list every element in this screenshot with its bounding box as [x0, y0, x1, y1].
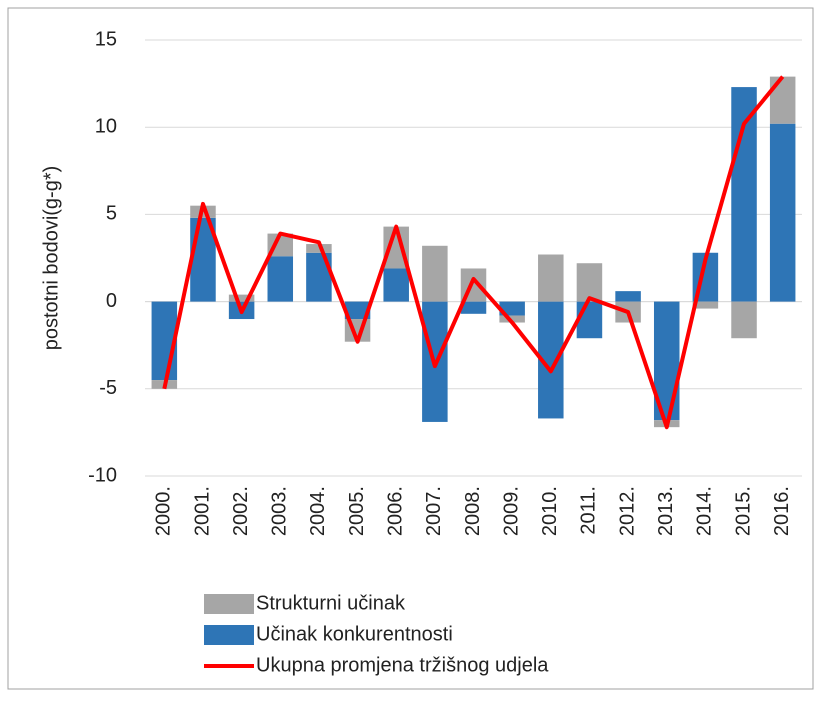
bar — [460, 301, 487, 314]
y-axis-label: postotni bodovi(g-g*) — [40, 166, 62, 351]
x-tick-label: 2006. — [384, 486, 406, 536]
bar — [576, 301, 603, 339]
legend-swatch — [204, 625, 254, 645]
x-tick-label: 2011. — [578, 486, 600, 535]
x-tick-label: 2005. — [346, 486, 368, 536]
legend-label: Strukturni učinak — [256, 592, 406, 614]
bar — [576, 263, 603, 302]
y-tick-label: 15 — [95, 28, 117, 50]
bar — [731, 87, 757, 302]
bar — [615, 291, 641, 302]
bar — [228, 294, 255, 302]
x-tick-label: 2012. — [616, 486, 638, 536]
x-tick-label: 2008. — [462, 486, 484, 536]
bar — [306, 244, 332, 253]
x-tick-label: 2000. — [153, 486, 175, 536]
bar — [538, 254, 564, 302]
y-tick-label: 5 — [106, 203, 117, 225]
bar — [344, 301, 371, 320]
bar — [769, 123, 796, 302]
bar — [383, 268, 409, 302]
frame — [7, 7, 814, 690]
x-tick-label: 2015. — [732, 486, 754, 536]
x-tick-label: 2009. — [500, 486, 522, 536]
bar — [499, 301, 525, 316]
x-tick-label: 2010. — [539, 486, 561, 536]
bar — [499, 315, 525, 323]
y-tick-label: 0 — [106, 290, 117, 312]
x-tick-label: 2007. — [423, 486, 445, 536]
x-tick-label: 2013. — [655, 486, 677, 536]
x-tick-label: 2003. — [269, 486, 291, 536]
x-tick-label: 2004. — [307, 486, 329, 536]
x-tick-label: 2002. — [230, 486, 252, 536]
bar — [692, 301, 719, 309]
x-tick-label: 2016. — [771, 486, 793, 536]
bar — [731, 301, 757, 339]
legend-swatch — [204, 594, 254, 614]
y-tick-label: -5 — [99, 377, 117, 399]
bar — [422, 245, 448, 302]
legend-label: Ukupna promjena tržišnog udjela — [256, 654, 549, 676]
x-tick-label: 2014. — [694, 486, 716, 536]
x-tick-label: 2001. — [191, 486, 213, 536]
legend-label: Učinak konkurentnosti — [256, 623, 453, 645]
y-tick-label: -10 — [88, 464, 117, 486]
line — [162, 75, 785, 430]
bar — [267, 256, 294, 302]
bar — [769, 76, 796, 124]
y-tick-label: 10 — [95, 115, 117, 137]
